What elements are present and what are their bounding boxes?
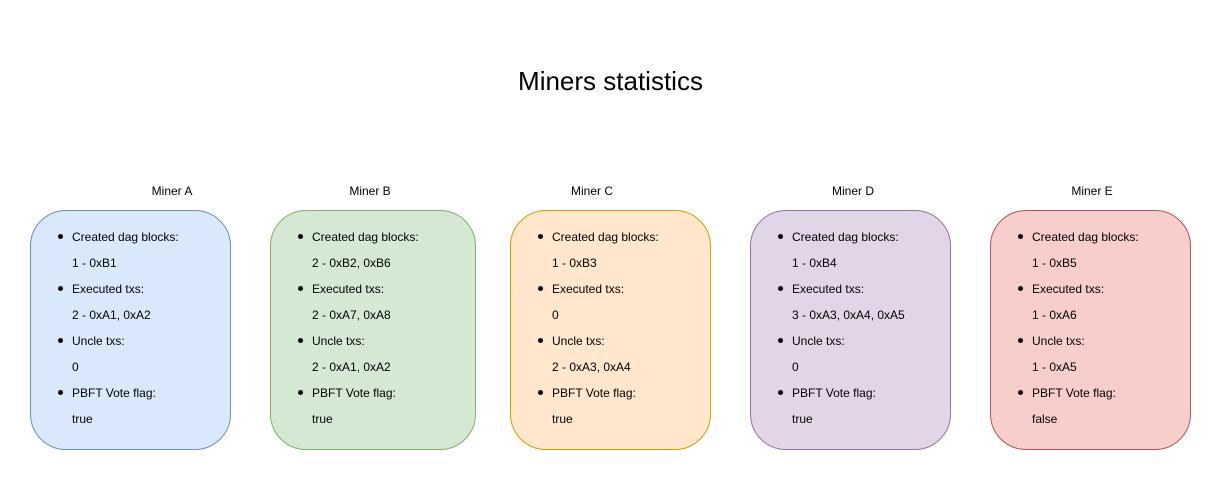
stat-value: 1 - 0xB5 <box>1032 256 1077 270</box>
stat-value: 1 - 0xB4 <box>792 256 837 270</box>
miner-d-label: Miner D <box>831 184 874 198</box>
stat-value: 2 - 0xA1, 0xA2 <box>72 308 151 322</box>
stat-label: Executed txs: <box>552 282 625 296</box>
stat-value: 0 <box>72 360 79 374</box>
stat-label: Uncle txs: <box>552 334 605 348</box>
stat-label: Created dag blocks: <box>1032 230 1139 244</box>
bullet-icon <box>778 338 783 343</box>
stat-value: 2 - 0xB2, 0xB6 <box>312 256 391 270</box>
miner-b-stats-list: Created dag blocks: 2 - 0xB2, 0xB6 Execut… <box>298 224 419 432</box>
stat-value: 0 <box>792 360 799 374</box>
stat-executed-txs: Executed txs: 2 - 0xA7, 0xA8 <box>298 276 419 328</box>
stat-executed-txs: Executed txs: 3 - 0xA3, 0xA4, 0xA5 <box>778 276 905 328</box>
stat-value: 1 - 0xA6 <box>1032 308 1077 322</box>
stat-created-dag-blocks: Created dag blocks: 1 - 0xB5 <box>1018 224 1139 276</box>
bullet-icon <box>58 390 63 395</box>
stat-label: Created dag blocks: <box>312 230 419 244</box>
stat-pbft-vote-flag: PBFT Vote flag: false <box>1018 380 1139 432</box>
miner-a-label: Miner A <box>151 184 193 198</box>
bullet-icon <box>538 338 543 343</box>
bullet-icon <box>538 286 543 291</box>
stat-label: PBFT Vote flag: <box>72 386 156 400</box>
miner-a-card: Created dag blocks: 1 - 0xB1 Executed txs… <box>30 210 231 450</box>
stat-label: Executed txs: <box>1032 282 1105 296</box>
miner-c-card: Created dag blocks: 1 - 0xB3 Executed txs… <box>510 210 711 450</box>
bullet-icon <box>298 234 303 239</box>
bullet-icon <box>58 286 63 291</box>
stat-value: true <box>552 412 573 426</box>
bullet-icon <box>538 390 543 395</box>
stat-uncle-txs: Uncle txs: 0 <box>58 328 179 380</box>
miner-d-card: Created dag blocks: 1 - 0xB4 Executed txs… <box>750 210 951 450</box>
stat-label: Created dag blocks: <box>792 230 899 244</box>
stat-uncle-txs: Uncle txs: 2 - 0xA1, 0xA2 <box>298 328 419 380</box>
stat-label: Executed txs: <box>312 282 385 296</box>
miner-c-stats-list: Created dag blocks: 1 - 0xB3 Executed txs… <box>538 224 659 432</box>
stat-uncle-txs: Uncle txs: 2 - 0xA3, 0xA4 <box>538 328 659 380</box>
miner-c-label: Miner C <box>570 184 613 198</box>
miner-a-stats-list: Created dag blocks: 1 - 0xB1 Executed txs… <box>58 224 179 432</box>
stat-label: Uncle txs: <box>312 334 365 348</box>
miner-e-label: Miner E <box>1071 184 1113 198</box>
stat-value: true <box>792 412 813 426</box>
stat-label: PBFT Vote flag: <box>312 386 396 400</box>
stat-value: true <box>72 412 93 426</box>
stat-value: 2 - 0xA1, 0xA2 <box>312 360 391 374</box>
stat-label: PBFT Vote flag: <box>1032 386 1116 400</box>
stat-created-dag-blocks: Created dag blocks: 1 - 0xB1 <box>58 224 179 276</box>
stat-pbft-vote-flag: PBFT Vote flag: true <box>58 380 179 432</box>
stat-value: 0 <box>552 308 559 322</box>
stat-pbft-vote-flag: PBFT Vote flag: true <box>538 380 659 432</box>
miner-b-card: Created dag blocks: 2 - 0xB2, 0xB6 Execut… <box>270 210 476 450</box>
stat-label: Uncle txs: <box>792 334 845 348</box>
stat-label: Uncle txs: <box>72 334 125 348</box>
stat-label: Executed txs: <box>792 282 865 296</box>
stat-label: Executed txs: <box>72 282 145 296</box>
stat-pbft-vote-flag: PBFT Vote flag: true <box>298 380 419 432</box>
diagram-title: Miners statistics <box>518 66 703 96</box>
bullet-icon <box>298 390 303 395</box>
miner-d-stats-list: Created dag blocks: 1 - 0xB4 Executed txs… <box>778 224 905 432</box>
bullet-icon <box>1018 286 1023 291</box>
stat-label: Uncle txs: <box>1032 334 1085 348</box>
bullet-icon <box>1018 234 1023 239</box>
stat-label: Created dag blocks: <box>72 230 179 244</box>
miner-e-card: Created dag blocks: 1 - 0xB5 Executed txs… <box>990 210 1191 450</box>
stat-value: 3 - 0xA3, 0xA4, 0xA5 <box>792 308 905 322</box>
bullet-icon <box>298 338 303 343</box>
stat-value: 1 - 0xA5 <box>1032 360 1077 374</box>
bullet-icon <box>538 234 543 239</box>
stat-value: 1 - 0xB1 <box>72 256 117 270</box>
stat-value: 2 - 0xA7, 0xA8 <box>312 308 391 322</box>
stat-created-dag-blocks: Created dag blocks: 1 - 0xB3 <box>538 224 659 276</box>
stat-label: Created dag blocks: <box>552 230 659 244</box>
stat-executed-txs: Executed txs: 0 <box>538 276 659 328</box>
stat-value: 1 - 0xB3 <box>552 256 597 270</box>
stat-value: true <box>312 412 333 426</box>
stat-label: PBFT Vote flag: <box>792 386 876 400</box>
bullet-icon <box>1018 390 1023 395</box>
bullet-icon <box>298 286 303 291</box>
stat-label: PBFT Vote flag: <box>552 386 636 400</box>
stat-executed-txs: Executed txs: 1 - 0xA6 <box>1018 276 1139 328</box>
stat-value: false <box>1032 412 1058 426</box>
bullet-icon <box>1018 338 1023 343</box>
stat-uncle-txs: Uncle txs: 0 <box>778 328 905 380</box>
miner-e-stats-list: Created dag blocks: 1 - 0xB5 Executed txs… <box>1018 224 1139 432</box>
bullet-icon <box>778 390 783 395</box>
miner-b-label: Miner B <box>349 184 391 198</box>
bullet-icon <box>778 286 783 291</box>
bullet-icon <box>58 338 63 343</box>
stat-value: 2 - 0xA3, 0xA4 <box>552 360 631 374</box>
bullet-icon <box>778 234 783 239</box>
stat-created-dag-blocks: Created dag blocks: 1 - 0xB4 <box>778 224 905 276</box>
stat-uncle-txs: Uncle txs: 1 - 0xA5 <box>1018 328 1139 380</box>
stat-pbft-vote-flag: PBFT Vote flag: true <box>778 380 905 432</box>
bullet-icon <box>58 234 63 239</box>
stat-executed-txs: Executed txs: 2 - 0xA1, 0xA2 <box>58 276 179 328</box>
stat-created-dag-blocks: Created dag blocks: 2 - 0xB2, 0xB6 <box>298 224 419 276</box>
